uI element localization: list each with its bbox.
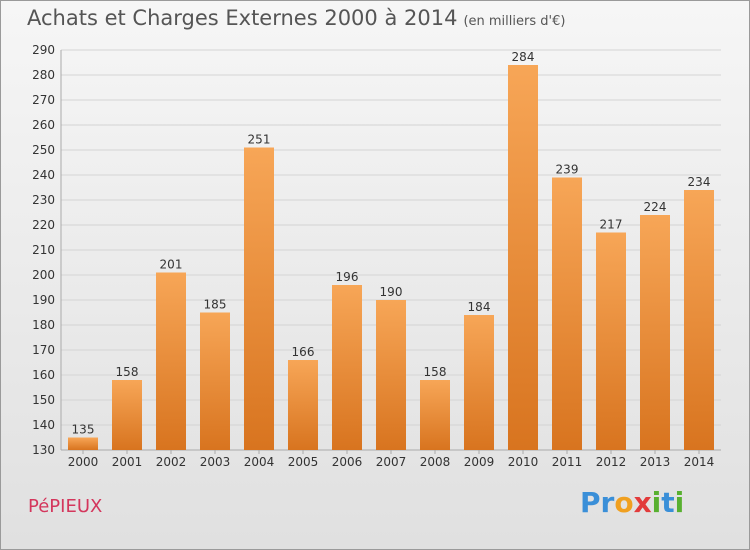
- value-label-2000: 135: [72, 423, 95, 437]
- bar-2008: [420, 380, 450, 450]
- y-tick-label: 130: [32, 443, 55, 457]
- bar-2007: [376, 300, 406, 450]
- chart-subtitle: (en milliers d'€): [463, 14, 566, 29]
- value-label-2005: 166: [292, 345, 315, 359]
- bar-2011: [552, 177, 582, 450]
- y-tick-label: 250: [32, 143, 55, 157]
- x-tick-label-2013: 2013: [640, 455, 671, 469]
- bar-2006: [332, 285, 362, 450]
- value-labels: 135 158 201 185 251 166 196 190 158 184 284 239 217 2…: [72, 50, 711, 437]
- value-label-2014: 234: [688, 175, 711, 189]
- x-tick-label-2001: 2001: [112, 455, 143, 469]
- chart-title: Achats et Charges Externes 2000 à 2014 (e…: [27, 6, 565, 30]
- bar-2009: [464, 315, 494, 450]
- bar-2002: [156, 272, 186, 450]
- y-tick-label: 220: [32, 218, 55, 232]
- logo-letter: i: [674, 486, 685, 519]
- proxiti-logo: Proxiti: [580, 486, 684, 519]
- x-tick-label-2003: 2003: [200, 455, 231, 469]
- value-label-2009: 184: [468, 300, 491, 314]
- x-tick-label-2011: 2011: [552, 455, 583, 469]
- y-tick-label: 170: [32, 343, 55, 357]
- y-tick-label: 140: [32, 418, 55, 432]
- y-tick-label: 270: [32, 93, 55, 107]
- x-tick-label-2009: 2009: [464, 455, 495, 469]
- value-label-2007: 190: [380, 285, 403, 299]
- y-tick-label: 290: [32, 43, 55, 57]
- y-tick-label: 240: [32, 168, 55, 182]
- x-tick-label-2010: 2010: [508, 455, 539, 469]
- bar-2001: [112, 380, 142, 450]
- bar-2012: [596, 232, 626, 450]
- chart-title-text: Achats et Charges Externes 2000 à 2014: [27, 6, 458, 30]
- value-label-2001: 158: [116, 365, 139, 379]
- bar-2005: [288, 360, 318, 450]
- x-tick-label-2008: 2008: [420, 455, 451, 469]
- y-axis-ticks: 130 140 150 160 170 180 190 200 210 220 230 240 250 2…: [32, 43, 55, 457]
- y-tick-label: 230: [32, 193, 55, 207]
- x-tick-label-2006: 2006: [332, 455, 363, 469]
- logo-letter: o: [614, 486, 634, 519]
- x-tick-label-2007: 2007: [376, 455, 407, 469]
- x-tick-label-2000: 2000: [68, 455, 99, 469]
- value-label-2011: 239: [556, 163, 579, 177]
- logo-letter: r: [600, 486, 615, 519]
- bar-2000: [68, 437, 98, 450]
- value-label-2002: 201: [160, 258, 183, 272]
- x-tick-label-2004: 2004: [244, 455, 275, 469]
- bar-2010: [508, 65, 538, 450]
- bar-2013: [640, 215, 670, 450]
- x-tick-label-2002: 2002: [156, 455, 187, 469]
- y-tick-label: 150: [32, 393, 55, 407]
- value-label-2006: 196: [336, 270, 359, 284]
- value-label-2010: 284: [512, 50, 535, 64]
- logo-letter: i: [651, 486, 662, 519]
- y-tick-label: 200: [32, 268, 55, 282]
- bar-2004: [244, 147, 274, 450]
- value-label-2008: 158: [424, 365, 447, 379]
- logo-letter: P: [580, 486, 601, 519]
- y-tick-label: 210: [32, 243, 55, 257]
- y-tick-label: 180: [32, 318, 55, 332]
- y-tick-label: 280: [32, 68, 55, 82]
- x-tick-label-2005: 2005: [288, 455, 319, 469]
- place-name: PéPIEUX: [28, 496, 103, 517]
- logo-letter: x: [633, 486, 652, 519]
- value-label-2004: 251: [248, 133, 271, 147]
- value-label-2012: 217: [600, 218, 623, 232]
- x-tick-label-2012: 2012: [596, 455, 627, 469]
- bar-2014: [684, 190, 714, 450]
- y-tick-label: 190: [32, 293, 55, 307]
- x-tick-label-2014: 2014: [684, 455, 715, 469]
- logo-letter: t: [661, 486, 675, 519]
- bar-2003: [200, 312, 230, 450]
- value-label-2003: 185: [204, 298, 227, 312]
- bars: [68, 65, 714, 450]
- y-tick-label: 160: [32, 368, 55, 382]
- value-label-2013: 224: [644, 200, 667, 214]
- y-tick-label: 260: [32, 118, 55, 132]
- x-axis-ticks: 2000 2001 2002 2003 2004 2005 2006 2007 2008 2009…: [68, 450, 715, 469]
